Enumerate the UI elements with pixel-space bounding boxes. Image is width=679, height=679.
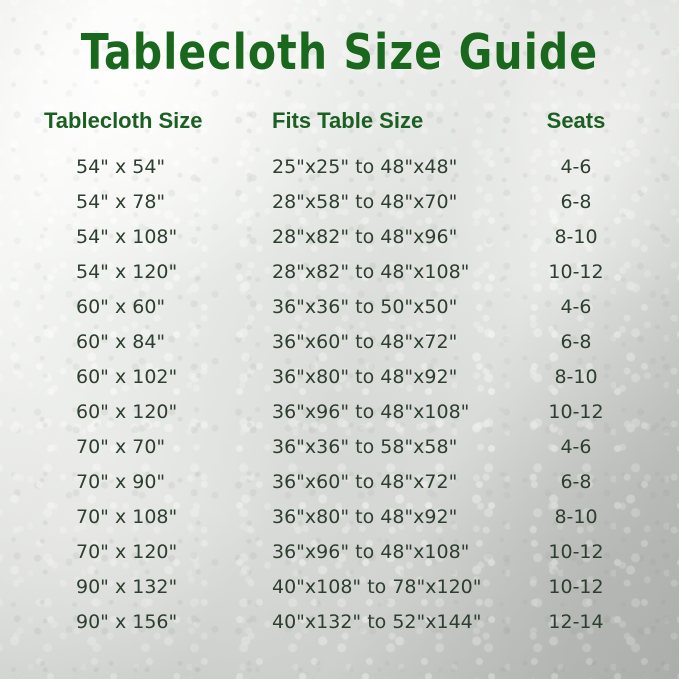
table-row: 60" x 60" 36"x36" to 50"x50" 4-6 bbox=[0, 290, 679, 325]
table-row: 54" x 78" 28"x58" to 48"x70" 6-8 bbox=[0, 185, 679, 220]
cell-seats: 10-12 bbox=[548, 541, 604, 563]
cell-tablecloth-size: 70" x 120" bbox=[76, 541, 178, 563]
table-row: 70" x 70" 36"x36" to 58"x58" 4-6 bbox=[0, 430, 679, 465]
cell-tablecloth-size: 54" x 108" bbox=[76, 226, 178, 248]
cell-fits-table-size: 36"x60" to 48"x72" bbox=[272, 331, 458, 353]
cell-fits-table-size: 28"x58" to 48"x70" bbox=[272, 191, 458, 213]
cell-tablecloth-size: 70" x 90" bbox=[76, 471, 166, 493]
cell-seats: 8-10 bbox=[554, 366, 598, 388]
cell-tablecloth-size: 54" x 54" bbox=[76, 156, 166, 178]
cell-fits-table-size: 36"x96" to 48"x108" bbox=[272, 541, 470, 563]
table-row: 70" x 120" 36"x96" to 48"x108" 10-12 bbox=[0, 535, 679, 570]
table-row: 90" x 132" 40"x108" to 78"x120" 10-12 bbox=[0, 570, 679, 605]
cell-seats: 8-10 bbox=[554, 226, 598, 248]
cell-fits-table-size: 28"x82" to 48"x96" bbox=[272, 226, 458, 248]
cell-seats: 4-6 bbox=[560, 156, 592, 178]
cell-tablecloth-size: 70" x 70" bbox=[76, 436, 166, 458]
cell-seats: 4-6 bbox=[560, 296, 592, 318]
cell-tablecloth-size: 60" x 102" bbox=[76, 366, 178, 388]
column-header-tablecloth-size: Tablecloth Size bbox=[44, 108, 203, 133]
cell-seats: 4-6 bbox=[560, 436, 592, 458]
cell-tablecloth-size: 90" x 156" bbox=[76, 611, 178, 633]
table-row: 54" x 54" 25"x25" to 48"x48" 4-6 bbox=[0, 150, 679, 185]
table-row: 54" x 108" 28"x82" to 48"x96" 8-10 bbox=[0, 220, 679, 255]
cell-fits-table-size: 40"x108" to 78"x120" bbox=[272, 576, 482, 598]
table-body: 54" x 54" 25"x25" to 48"x48" 4-6 54" x 78" 2… bbox=[0, 150, 679, 640]
cell-seats: 6-8 bbox=[560, 471, 592, 493]
table-row: 60" x 120" 36"x96" to 48"x108" 10-12 bbox=[0, 395, 679, 430]
cell-tablecloth-size: 90" x 132" bbox=[76, 576, 178, 598]
page-title: Tablecloth Size Guide bbox=[80, 24, 599, 81]
cell-tablecloth-size: 54" x 78" bbox=[76, 191, 166, 213]
cell-fits-table-size: 36"x96" to 48"x108" bbox=[272, 401, 470, 423]
cell-seats: 6-8 bbox=[560, 191, 592, 213]
column-header-fits-table-size: Fits Table Size bbox=[272, 108, 424, 133]
table-row: 70" x 108" 36"x80" to 48"x92" 8-10 bbox=[0, 500, 679, 535]
cell-tablecloth-size: 60" x 120" bbox=[76, 401, 178, 423]
cell-fits-table-size: 28"x82" to 48"x108" bbox=[272, 261, 470, 283]
table-row: 54" x 120" 28"x82" to 48"x108" 10-12 bbox=[0, 255, 679, 290]
cell-seats: 12-14 bbox=[548, 611, 604, 633]
cell-fits-table-size: 36"x80" to 48"x92" bbox=[272, 366, 458, 388]
table-row: 60" x 84" 36"x60" to 48"x72" 6-8 bbox=[0, 325, 679, 360]
table-row: 90" x 156" 40"x132" to 52"x144" 12-14 bbox=[0, 605, 679, 640]
cell-tablecloth-size: 60" x 84" bbox=[76, 331, 166, 353]
cell-fits-table-size: 36"x36" to 50"x50" bbox=[272, 296, 458, 318]
cell-fits-table-size: 36"x60" to 48"x72" bbox=[272, 471, 458, 493]
table-row: 60" x 102" 36"x80" to 48"x92" 8-10 bbox=[0, 360, 679, 395]
cell-seats: 10-12 bbox=[548, 576, 604, 598]
cell-seats: 6-8 bbox=[560, 331, 592, 353]
column-header-seats: Seats bbox=[546, 108, 606, 133]
cell-seats: 10-12 bbox=[548, 401, 604, 423]
cell-seats: 8-10 bbox=[554, 506, 598, 528]
cell-tablecloth-size: 70" x 108" bbox=[76, 506, 178, 528]
table-row: 70" x 90" 36"x60" to 48"x72" 6-8 bbox=[0, 465, 679, 500]
cell-seats: 10-12 bbox=[548, 261, 604, 283]
cell-fits-table-size: 40"x132" to 52"x144" bbox=[272, 611, 482, 633]
cell-tablecloth-size: 60" x 60" bbox=[76, 296, 166, 318]
cell-fits-table-size: 25"x25" to 48"x48" bbox=[272, 156, 458, 178]
table-header-row: Tablecloth Size Fits Table Size Seats bbox=[0, 106, 679, 136]
cell-fits-table-size: 36"x36" to 58"x58" bbox=[272, 436, 458, 458]
cell-tablecloth-size: 54" x 120" bbox=[76, 261, 178, 283]
cell-fits-table-size: 36"x80" to 48"x92" bbox=[272, 506, 458, 528]
